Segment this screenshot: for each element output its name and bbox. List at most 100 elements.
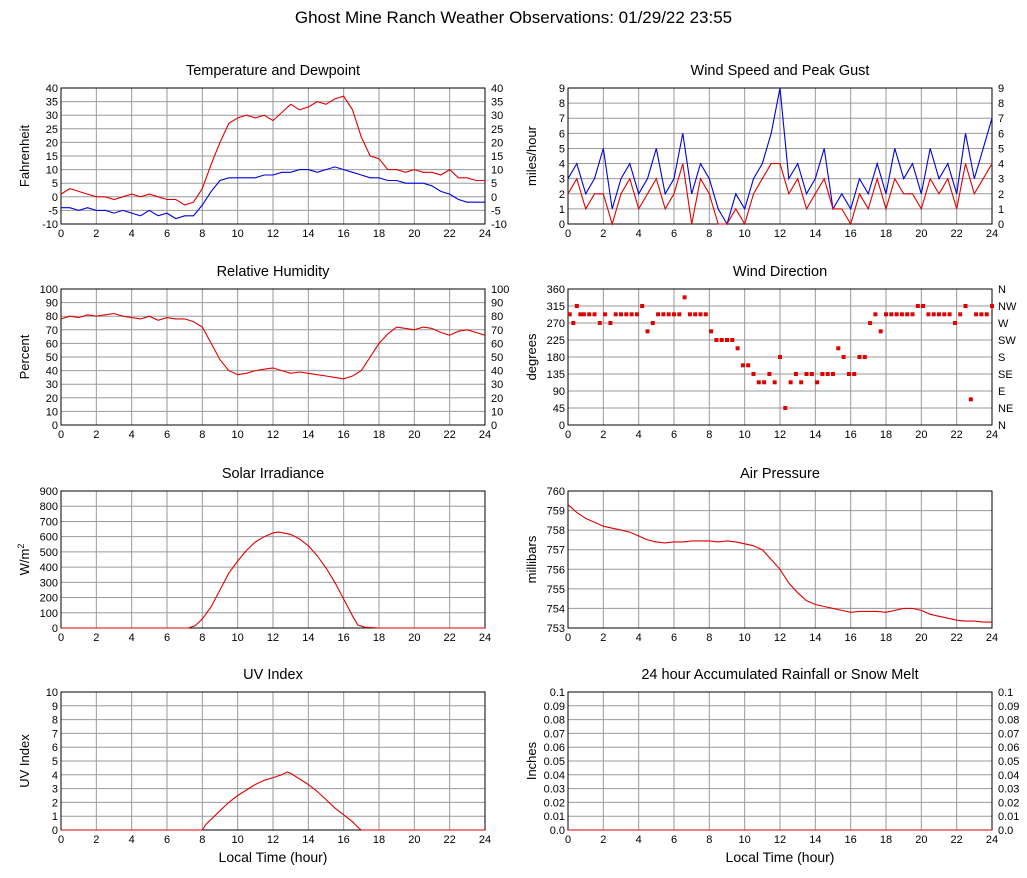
data-point bbox=[624, 312, 629, 317]
x-tick-label: 20 bbox=[408, 834, 420, 846]
y-tick-label: -10 bbox=[42, 219, 58, 231]
x-tick-label: 0 bbox=[58, 834, 64, 846]
data-point bbox=[762, 380, 767, 385]
y-tick-label: 90 bbox=[46, 298, 58, 310]
data-point bbox=[619, 312, 623, 317]
y-tick-label: 7 bbox=[559, 113, 565, 125]
data-point bbox=[703, 312, 708, 317]
data-point bbox=[809, 372, 814, 376]
y-tick-label: 225 bbox=[547, 335, 565, 347]
y-right-tick-label: SE bbox=[998, 369, 1013, 381]
data-point bbox=[831, 372, 835, 376]
x-tick-label: 12 bbox=[267, 228, 279, 240]
x-tick-label: 8 bbox=[706, 228, 712, 240]
y-tick-label: 700 bbox=[40, 516, 58, 528]
data-point bbox=[804, 372, 809, 376]
y-tick-label: 200 bbox=[40, 593, 58, 605]
y-tick-label: 180 bbox=[547, 352, 565, 364]
y-tick-label: 2 bbox=[52, 797, 58, 809]
y-tick-label: 30 bbox=[46, 110, 58, 122]
data-point bbox=[672, 312, 676, 317]
x-tick-label: 22 bbox=[951, 834, 963, 846]
data-point bbox=[894, 312, 899, 317]
x-tick-label: 16 bbox=[338, 834, 350, 846]
y-tick-label: 8 bbox=[52, 715, 58, 727]
data-point bbox=[884, 312, 888, 317]
x-tick-label: 12 bbox=[267, 429, 279, 441]
data-point bbox=[899, 312, 904, 317]
y-right-tick-label: 0.07 bbox=[998, 728, 1019, 740]
x-tick-label: 6 bbox=[671, 834, 677, 846]
series-line-0 bbox=[60, 95, 485, 206]
x-tick-label: 18 bbox=[373, 228, 385, 240]
y-right-tick-label: 0.05 bbox=[998, 756, 1019, 768]
data-point bbox=[581, 312, 586, 317]
series-line-1 bbox=[567, 163, 993, 226]
y-right-tick-label: 3 bbox=[998, 174, 1004, 186]
data-point bbox=[725, 338, 729, 342]
y-axis-label: miles/hour bbox=[524, 125, 539, 186]
plot-frame bbox=[60, 691, 486, 831]
x-tick-label: 6 bbox=[164, 834, 170, 846]
data-point bbox=[857, 355, 862, 359]
x-tick-label: 18 bbox=[880, 632, 892, 644]
x-tick-label: 20 bbox=[915, 632, 927, 644]
y-right-tick-label: 5 bbox=[998, 143, 1004, 155]
data-point bbox=[937, 312, 941, 317]
y-tick-label: 300 bbox=[40, 577, 58, 589]
y-tick-label: 760 bbox=[547, 486, 565, 498]
x-tick-label: 14 bbox=[809, 228, 821, 240]
data-point bbox=[915, 304, 920, 308]
data-point bbox=[740, 363, 745, 368]
y-tick-label: 0 bbox=[559, 219, 565, 231]
x-tick-label: 8 bbox=[199, 834, 205, 846]
x-tick-label: 8 bbox=[706, 429, 712, 441]
y-axis-label: millibars bbox=[524, 535, 539, 583]
data-point bbox=[634, 312, 639, 317]
y-right-tick-label: 0.01 bbox=[998, 811, 1019, 823]
x-tick-label: 22 bbox=[444, 429, 456, 441]
y-right-tick-label: 0.1 bbox=[998, 687, 1013, 699]
x-tick-label: 8 bbox=[199, 632, 205, 644]
y-right-tick-label: 2 bbox=[998, 189, 1004, 201]
y-tick-label: 20 bbox=[46, 137, 58, 149]
chart-title: UV Index bbox=[243, 667, 303, 683]
y-right-tick-label: 0.08 bbox=[998, 715, 1019, 727]
y-tick-label: 6 bbox=[52, 742, 58, 754]
y-right-tick-label: 25 bbox=[491, 124, 503, 136]
x-tick-label: 22 bbox=[951, 632, 963, 644]
y-tick-label: 0.05 bbox=[544, 756, 565, 768]
y-tick-label: 40 bbox=[46, 366, 58, 378]
chart-title: 24 hour Accumulated Rainfall or Snow Mel… bbox=[641, 667, 918, 683]
y-right-tick-label: 0 bbox=[491, 420, 497, 432]
x-tick-label: 0 bbox=[58, 429, 64, 441]
data-point bbox=[990, 304, 994, 308]
y-right-tick-label: 7 bbox=[998, 113, 1004, 125]
x-tick-label: 10 bbox=[739, 632, 751, 644]
x-tick-label: 16 bbox=[845, 834, 857, 846]
x-tick-label: 4 bbox=[636, 429, 642, 441]
x-tick-label: 14 bbox=[809, 632, 821, 644]
x-tick-label: 14 bbox=[302, 429, 314, 441]
data-point bbox=[613, 312, 618, 317]
x-tick-label: 2 bbox=[600, 834, 606, 846]
y-tick-label: 270 bbox=[547, 318, 565, 330]
x-tick-label: 14 bbox=[302, 228, 314, 240]
x-tick-label: 16 bbox=[338, 429, 350, 441]
y-tick-label: 10 bbox=[46, 406, 58, 418]
x-tick-label: 16 bbox=[845, 632, 857, 644]
y-right-tick-label: 40 bbox=[491, 366, 503, 378]
x-axis-label: Local Time (hour) bbox=[219, 849, 328, 865]
y-right-tick-label: 20 bbox=[491, 137, 503, 149]
x-tick-label: 12 bbox=[267, 632, 279, 644]
x-axis-label: Local Time (hour) bbox=[726, 849, 835, 865]
x-tick-label: 14 bbox=[302, 632, 314, 644]
y-tick-label: 10 bbox=[46, 687, 58, 699]
y-axis-label: Percent bbox=[17, 334, 32, 379]
data-point bbox=[947, 312, 952, 317]
data-point bbox=[756, 380, 761, 385]
x-tick-label: 18 bbox=[880, 834, 892, 846]
